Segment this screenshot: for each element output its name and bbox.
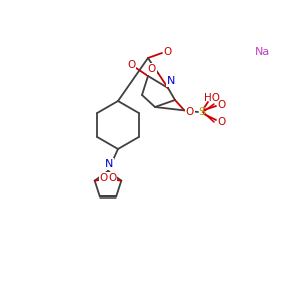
Text: Na: Na bbox=[254, 47, 270, 57]
Text: N: N bbox=[105, 159, 113, 169]
Text: O: O bbox=[217, 117, 225, 127]
Text: S: S bbox=[198, 107, 206, 117]
Text: N: N bbox=[167, 76, 175, 86]
Text: O: O bbox=[127, 60, 135, 70]
Text: O: O bbox=[186, 107, 194, 117]
Text: O: O bbox=[217, 100, 225, 110]
Text: O: O bbox=[109, 173, 117, 183]
Text: HO: HO bbox=[204, 93, 220, 103]
Text: O: O bbox=[148, 64, 156, 74]
Text: O: O bbox=[99, 173, 107, 183]
Text: O: O bbox=[164, 47, 172, 57]
